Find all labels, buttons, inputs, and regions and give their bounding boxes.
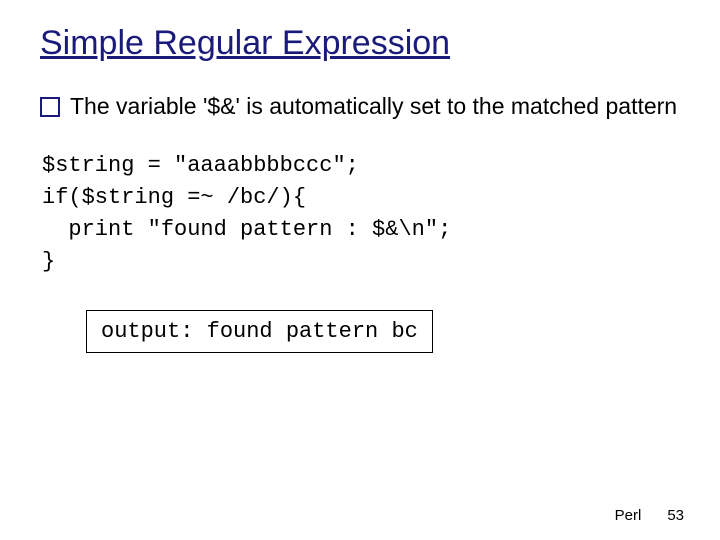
slide-footer: Perl 53 <box>615 507 684 524</box>
footer-page-number: 53 <box>667 507 684 524</box>
slide: Simple Regular Expression The variable '… <box>0 0 720 540</box>
code-line-2: if($string =~ /bc/){ <box>42 185 306 210</box>
code-block: $string = "aaaabbbbccc"; if($string =~ /… <box>42 150 680 278</box>
code-line-3: print "found pattern : $&\n"; <box>42 217 451 242</box>
slide-title: Simple Regular Expression <box>40 24 680 63</box>
bullet-item: The variable '$&' is automatically set t… <box>40 91 680 122</box>
code-line-4: } <box>42 249 55 274</box>
bullet-text: The variable '$&' is automatically set t… <box>70 91 677 122</box>
bullet-square-icon <box>40 97 60 117</box>
output-box: output: found pattern bc <box>86 310 433 353</box>
code-line-1: $string = "aaaabbbbccc"; <box>42 153 359 178</box>
footer-label: Perl <box>615 507 642 524</box>
